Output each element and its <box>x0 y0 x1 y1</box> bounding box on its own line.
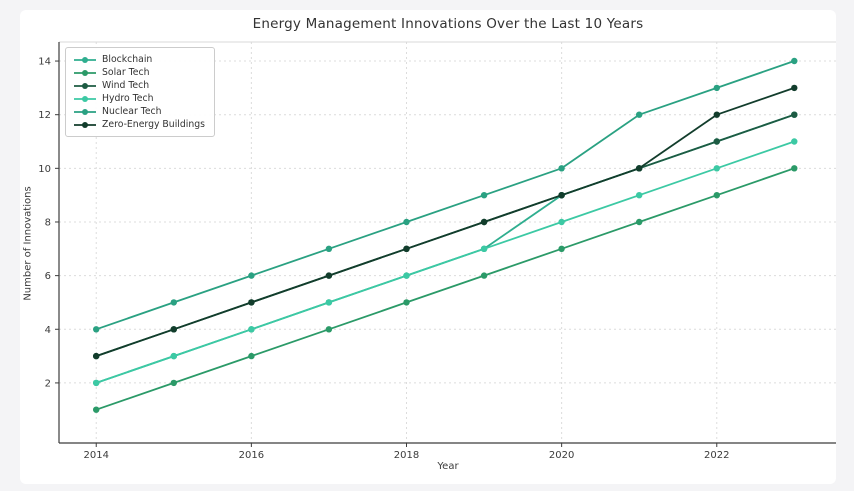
series-marker-nuclear-tech <box>325 245 333 252</box>
x-tick-label: 2014 <box>84 450 109 461</box>
legend-item-hydro-tech: Hydro Tech <box>73 92 205 105</box>
legend: Blockchain Solar Tech Wind Tech Hydro Tech N… <box>65 47 215 137</box>
series-marker-hydro-tech <box>480 245 488 252</box>
series-marker-nuclear-tech <box>480 192 488 199</box>
series-marker-nuclear-tech <box>93 326 100 333</box>
legend-swatch-icon <box>74 82 96 89</box>
y-tick-label: 10 <box>38 164 51 175</box>
series-marker-hydro-tech <box>170 352 177 360</box>
series-line-hydro-tech <box>95 140 796 384</box>
series-marker-zero-energy-buildings <box>403 245 410 252</box>
legend-item-solar-tech: Solar Tech <box>73 66 205 79</box>
series-line-zero-energy-buildings <box>95 87 796 357</box>
series-marker-hydro-tech <box>93 379 100 387</box>
y-tick-label: 8 <box>45 217 51 228</box>
chart-title: Energy Management Innovations Over the L… <box>252 16 644 32</box>
series-marker-zero-energy-buildings <box>480 218 488 226</box>
y-tick-label: 4 <box>45 325 51 336</box>
legend-label: Solar Tech <box>102 67 150 78</box>
series-marker-hydro-tech <box>248 326 255 333</box>
legend-label: Nuclear Tech <box>102 106 162 117</box>
series-marker-wind-tech <box>713 138 720 145</box>
series-marker-hydro-tech <box>403 272 410 279</box>
series-marker-solar-tech <box>480 272 488 279</box>
series-marker-hydro-tech <box>791 138 798 145</box>
series-marker-solar-tech <box>248 352 255 360</box>
legend-swatch-icon <box>74 108 96 115</box>
series-marker-nuclear-tech <box>713 84 720 92</box>
legend-swatch-icon <box>74 95 96 102</box>
series-marker-wind-tech <box>791 111 798 118</box>
series-marker-hydro-tech <box>325 299 333 306</box>
series-marker-hydro-tech <box>713 165 720 172</box>
series-marker-nuclear-tech <box>170 299 177 306</box>
series-marker-nuclear-tech <box>791 57 798 65</box>
series-marker-solar-tech <box>170 379 177 387</box>
series-line-nuclear-tech <box>95 60 796 331</box>
series-marker-zero-energy-buildings <box>170 326 177 333</box>
series-marker-solar-tech <box>403 299 410 306</box>
series-marker-zero-energy-buildings <box>636 165 643 172</box>
series-marker-solar-tech <box>93 406 100 413</box>
series-marker-nuclear-tech <box>403 218 410 226</box>
series-marker-zero-energy-buildings <box>248 299 255 306</box>
series-marker-nuclear-tech <box>558 165 565 172</box>
legend-swatch-icon <box>74 56 96 63</box>
legend-item-nuclear-tech: Nuclear Tech <box>73 105 205 118</box>
legend-swatch-icon <box>74 69 96 76</box>
legend-label: Zero-Energy Buildings <box>102 119 205 130</box>
y-tick-label: 6 <box>45 271 51 282</box>
legend-label: Hydro Tech <box>102 93 154 104</box>
x-tick-label: 2016 <box>239 450 264 461</box>
series-line-blockchain <box>95 113 796 384</box>
series-marker-solar-tech <box>791 165 798 172</box>
series-marker-hydro-tech <box>558 218 565 226</box>
legend-label: Blockchain <box>102 54 153 65</box>
y-axis-label: Number of Innovations <box>22 186 34 301</box>
series-marker-zero-energy-buildings <box>791 84 798 92</box>
series-marker-zero-energy-buildings <box>713 111 720 118</box>
legend-swatch-icon <box>74 121 96 128</box>
legend-item-wind-tech: Wind Tech <box>73 79 205 92</box>
series-marker-solar-tech <box>713 192 720 199</box>
series-marker-hydro-tech <box>636 192 643 199</box>
series-marker-nuclear-tech <box>248 272 255 279</box>
legend-item-zero-energy-buildings: Zero-Energy Buildings <box>73 118 205 131</box>
y-tick-label: 14 <box>38 57 51 68</box>
x-tick-label: 2018 <box>394 450 419 461</box>
series-marker-zero-energy-buildings <box>93 352 100 360</box>
series-marker-nuclear-tech <box>636 111 643 118</box>
x-tick-label: 2022 <box>704 450 729 461</box>
y-tick-label: 2 <box>45 378 51 389</box>
legend-item-blockchain: Blockchain <box>73 53 205 66</box>
chart-figure: 2014 2016 2018 2020 2022 2 4 6 8 10 12 14 Energy Ma… <box>20 10 838 484</box>
x-tick-label: 2020 <box>549 450 574 461</box>
x-axis-label: Year <box>437 461 459 472</box>
series-line-solar-tech <box>95 167 796 411</box>
y-tick-label: 12 <box>38 110 51 121</box>
series-marker-solar-tech <box>558 245 565 252</box>
legend-label: Wind Tech <box>102 80 150 91</box>
series-marker-solar-tech <box>636 218 643 226</box>
series-marker-zero-energy-buildings <box>558 192 565 199</box>
series-marker-solar-tech <box>325 326 333 333</box>
series-marker-zero-energy-buildings <box>325 272 333 279</box>
